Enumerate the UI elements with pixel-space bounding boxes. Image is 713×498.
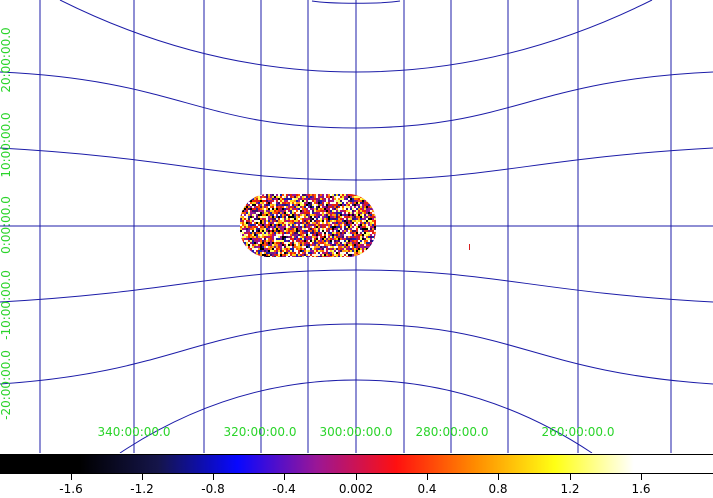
colorbar-tick-label: 0.002 (338, 482, 374, 496)
noise-pixels (240, 194, 376, 257)
grid-parallel-minus-20 (0, 323, 713, 385)
colorbar-tick-label: -1.6 (59, 482, 83, 496)
colorbar-tick-label: -0.8 (201, 482, 225, 496)
colorbar-tick-mark (213, 474, 214, 480)
colorbar-tick-mark (427, 474, 428, 480)
colorbar-tick-label: 1.2 (560, 482, 580, 496)
colorbar-gradient[interactable] (0, 454, 713, 474)
grid-parallel-minus-10 (0, 269, 713, 303)
colorbar-tick-mark (284, 474, 285, 480)
colorbar-tick-mark (142, 474, 143, 480)
colorbar-tick-label: -0.4 (272, 482, 296, 496)
x-axis-label: 300:00:00.0 (320, 425, 393, 439)
colorbar-tick-label: 1.6 (631, 482, 651, 496)
y-axis-label: -10:00:00.0 (0, 270, 13, 340)
grid-parallel-pole (311, 0, 401, 4)
x-axis-label: 260:00:00.0 (542, 425, 615, 439)
grid-parallel-minus-30 (119, 379, 593, 453)
x-axis-label: 320:00:00.0 (224, 425, 297, 439)
colorbar-tick-label: 0.4 (417, 482, 437, 496)
x-axis-label: 340:00:00.0 (98, 425, 171, 439)
stray-pixel (469, 244, 470, 250)
colorbar-tick-label: 0.8 (488, 482, 508, 496)
colorbar-tick-label: -1.2 (130, 482, 154, 496)
colorbar-tick-mark (71, 474, 72, 480)
colorbar-tick-mark (498, 474, 499, 480)
x-axis-labels: 340:00:00.0 320:00:00.0 300:00:00.0 280:00:… (98, 425, 615, 439)
colorbar-tick-mark (356, 474, 357, 480)
noise-image-region (240, 194, 470, 257)
colorbar-tick-mark (641, 474, 642, 480)
grid-parallel-plus-20 (0, 71, 713, 129)
colorbar[interactable]: -1.6 -1.2 -0.8 -0.4 0.002 0.4 0.8 1.2 1.6 (0, 453, 713, 498)
grid-parallel-plus-10 (0, 147, 713, 181)
y-axis-labels: 20:00:00.0 10:00:00.0 0:00:00.0 -10:00:00.0… (0, 27, 13, 420)
y-axis-label: 20:00:00.0 (0, 27, 13, 92)
y-axis-label: 0:00:00.0 (0, 196, 13, 254)
colorbar-tick-mark (570, 474, 571, 480)
y-axis-label: 10:00:00.0 (0, 112, 13, 177)
grid-parallel-plus-30 (59, 0, 653, 73)
sky-map[interactable]: 340:00:00.0 320:00:00.0 300:00:00.0 280:00:… (0, 0, 713, 453)
y-axis-label: -20:00:00.0 (0, 350, 13, 420)
x-axis-label: 280:00:00.0 (416, 425, 489, 439)
